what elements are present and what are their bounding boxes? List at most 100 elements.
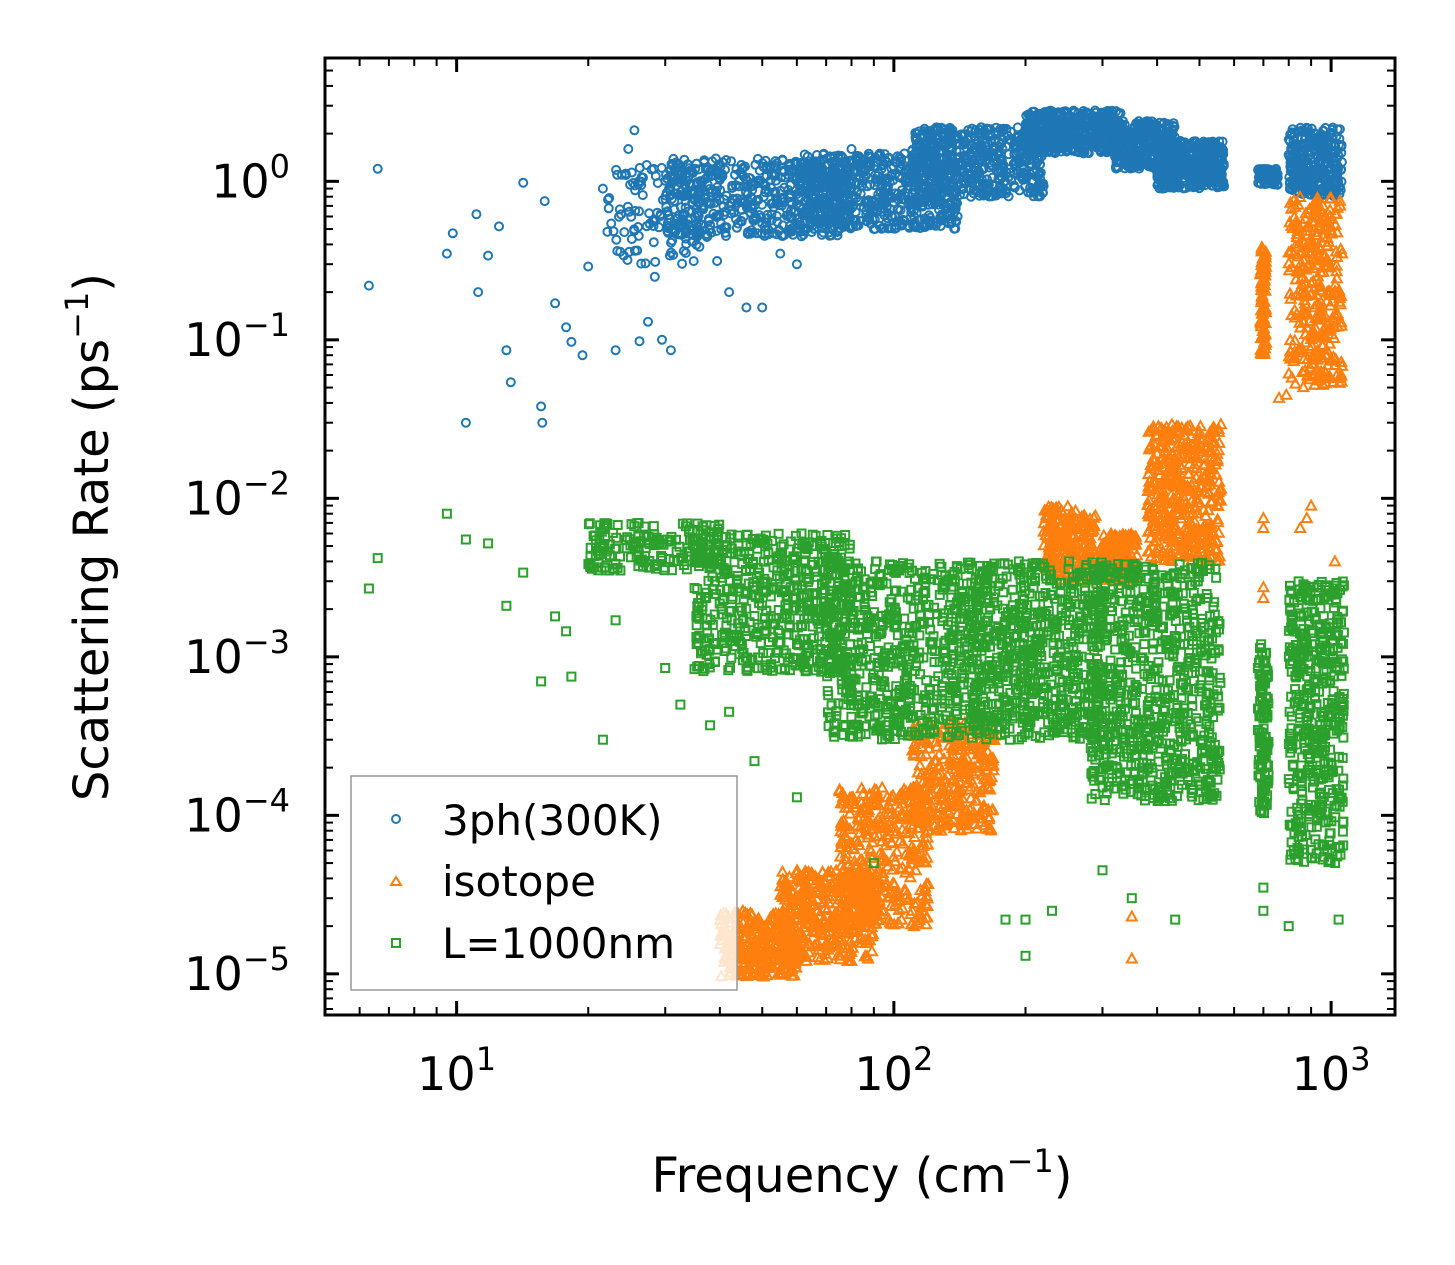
point-circle xyxy=(1023,187,1034,198)
point-circle xyxy=(779,230,790,240)
point-circle xyxy=(971,152,982,163)
point-circle xyxy=(810,186,820,196)
point-circle xyxy=(1038,178,1049,189)
point-circle xyxy=(993,148,1004,159)
point-circle xyxy=(803,194,814,205)
point-circle xyxy=(441,248,452,259)
point-circle xyxy=(731,222,742,233)
point-circle xyxy=(641,221,652,232)
point-circle xyxy=(648,221,659,231)
point-circle xyxy=(963,163,973,174)
point-circle xyxy=(623,144,634,154)
point-circle xyxy=(872,157,883,168)
point-circle xyxy=(892,157,903,168)
point-circle xyxy=(1020,170,1031,181)
point-circle xyxy=(949,223,960,234)
point-circle xyxy=(636,258,647,269)
point-circle xyxy=(675,221,686,232)
point-circle xyxy=(772,195,783,206)
point-circle xyxy=(566,336,577,347)
point-circle xyxy=(656,162,667,173)
point-circle xyxy=(685,228,696,239)
point-circle xyxy=(818,149,829,160)
point-circle xyxy=(742,180,753,191)
point-circle xyxy=(770,170,781,181)
point-circle xyxy=(372,163,383,174)
point-circle xyxy=(689,188,700,199)
point-circle xyxy=(978,162,989,173)
point-circle xyxy=(536,401,547,412)
point-circle xyxy=(791,259,802,270)
point-circle xyxy=(831,197,842,208)
point-circle xyxy=(845,158,856,169)
point-circle xyxy=(890,188,900,199)
point-circle xyxy=(849,164,860,175)
point-circle xyxy=(863,211,874,222)
point-circle xyxy=(835,207,845,218)
point-circle xyxy=(751,214,762,225)
point-circle xyxy=(818,197,829,207)
point-circle xyxy=(777,220,788,231)
point-circle xyxy=(706,166,717,177)
point-circle xyxy=(626,234,637,244)
point-circle xyxy=(881,218,892,228)
point-circle xyxy=(1033,170,1044,181)
point-circle xyxy=(711,226,722,236)
point-circle xyxy=(851,192,862,203)
point-circle xyxy=(634,336,645,347)
point-circle xyxy=(657,334,667,345)
point-circle xyxy=(638,172,648,183)
point-circle xyxy=(823,159,834,170)
point-circle xyxy=(914,142,925,153)
point-circle xyxy=(715,170,726,181)
point-circle xyxy=(1008,158,1019,169)
point-circle xyxy=(761,161,772,172)
point-circle xyxy=(933,140,944,151)
point-circle xyxy=(881,202,892,213)
point-circle xyxy=(942,203,953,214)
point-circle xyxy=(974,140,985,151)
point-circle xyxy=(796,158,806,169)
point-circle xyxy=(843,171,854,182)
point-circle xyxy=(620,168,631,179)
data-points xyxy=(363,105,1349,982)
point-circle xyxy=(608,226,619,237)
point-circle xyxy=(914,215,925,226)
point-circle xyxy=(610,345,621,356)
point-circle xyxy=(1033,180,1044,191)
point-circle xyxy=(719,210,729,220)
point-circle xyxy=(818,227,829,238)
point-circle xyxy=(650,256,661,267)
point-circle xyxy=(951,145,962,156)
point-circle xyxy=(729,207,739,218)
point-circle xyxy=(671,157,681,168)
point-circle xyxy=(626,167,637,178)
point-circle xyxy=(862,216,872,227)
point-circle xyxy=(928,150,939,160)
point-circle xyxy=(666,193,677,204)
point-circle xyxy=(695,228,705,239)
point-circle xyxy=(634,206,644,217)
point-circle xyxy=(727,183,738,193)
point-circle xyxy=(611,164,622,175)
point-circle xyxy=(694,241,705,252)
point-circle xyxy=(518,177,529,188)
point-circle xyxy=(724,201,735,211)
point-circle xyxy=(792,219,803,230)
point-circle xyxy=(738,171,749,182)
point-circle xyxy=(989,141,1000,152)
point-circle xyxy=(1026,161,1037,172)
point-circle xyxy=(680,228,691,239)
point-circle xyxy=(1023,109,1034,120)
point-circle xyxy=(505,377,516,388)
point-circle xyxy=(667,174,677,185)
point-circle xyxy=(709,197,720,208)
point-circle xyxy=(733,181,744,192)
point-circle xyxy=(629,224,640,235)
point-circle xyxy=(583,261,594,272)
point-circle xyxy=(776,172,787,183)
point-circle xyxy=(846,144,857,154)
point-circle xyxy=(794,163,805,174)
point-circle xyxy=(942,149,953,160)
